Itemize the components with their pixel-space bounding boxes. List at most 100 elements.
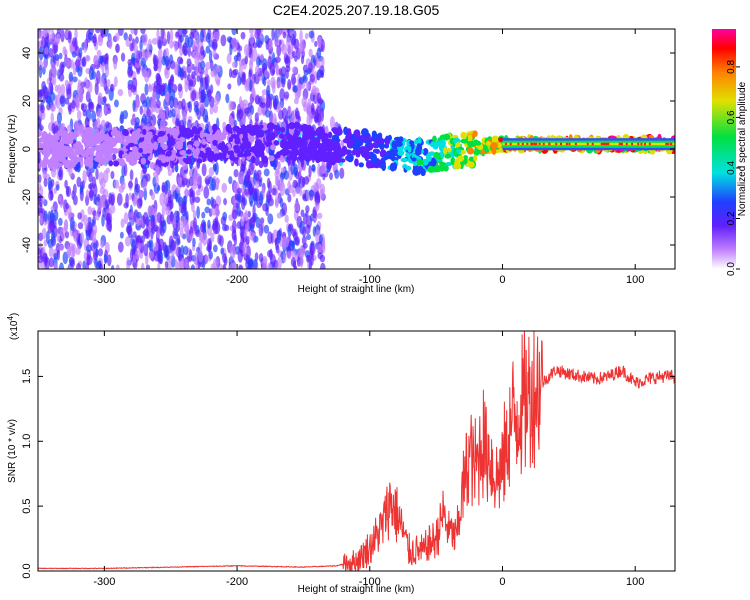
colorbar-tick-label: 0.8 xyxy=(726,60,737,74)
heatmap-cell xyxy=(98,263,104,269)
heatmap-cell xyxy=(95,214,100,221)
heatmap-cell xyxy=(206,133,212,143)
heatmap-cell xyxy=(209,106,214,115)
heatmap-cell xyxy=(191,50,198,60)
heatmap-cell xyxy=(77,66,83,77)
heatmap-cell xyxy=(411,157,417,162)
heatmap-cell xyxy=(107,137,115,144)
x-tick-label: -200 xyxy=(226,576,248,588)
heatmap-cell xyxy=(103,253,108,265)
heatmap-cell xyxy=(57,84,62,97)
heatmap-cell xyxy=(270,144,276,151)
heatmap-cell xyxy=(179,259,185,269)
heatmap-cell xyxy=(258,193,264,206)
heatmap-cell xyxy=(119,231,124,239)
heatmap-cell xyxy=(132,99,136,113)
heatmap-cell xyxy=(372,148,378,153)
heatmap-cell xyxy=(88,101,95,113)
heatmap-cell xyxy=(50,112,54,124)
heatmap-cell xyxy=(305,125,312,133)
heatmap-cell xyxy=(76,110,82,121)
heatmap-cell xyxy=(202,153,208,159)
heatmap-cell xyxy=(174,259,178,269)
heatmap-cell xyxy=(127,180,133,189)
heatmap-cell xyxy=(274,168,281,180)
heatmap-cell xyxy=(188,176,194,187)
heatmap-cell xyxy=(253,192,259,206)
heatmap-cell xyxy=(210,59,214,72)
heatmap-cell xyxy=(202,232,208,246)
heatmap-cell xyxy=(233,119,237,127)
heatmap-peak xyxy=(586,142,589,146)
heatmap-cell xyxy=(95,138,101,144)
heatmap-cell xyxy=(376,142,384,148)
heatmap-cell xyxy=(257,105,263,116)
heatmap-cell xyxy=(314,152,322,162)
heatmap-cell xyxy=(215,134,223,139)
heatmap-cell xyxy=(267,55,273,70)
heatmap-cell xyxy=(242,243,248,255)
heatmap-cell xyxy=(98,55,104,64)
heatmap-cell xyxy=(207,219,211,229)
heatmap-peak xyxy=(548,142,551,146)
heatmap-cell xyxy=(199,29,205,43)
heatmap-cell xyxy=(249,29,254,34)
colorbar: 0.0 0.2 0.4 0.6 0.8 Normalized spectral ampl… xyxy=(712,29,748,276)
heatmap-peak xyxy=(637,142,640,146)
heatmap-cell xyxy=(51,122,56,134)
heatmap-cell xyxy=(231,29,237,36)
heatmap-cell xyxy=(53,37,60,45)
heatmap-cell xyxy=(174,104,181,117)
heatmap-cell xyxy=(472,130,478,138)
heatmap-cell xyxy=(293,85,298,93)
heatmap-cell xyxy=(50,104,56,113)
x-tick-label: 100 xyxy=(626,274,644,286)
heatmap-cell xyxy=(425,153,431,161)
heatmap-cell xyxy=(153,55,159,68)
heatmap-cell xyxy=(277,256,282,269)
heatmap-cell xyxy=(291,73,296,86)
heatmap-cell xyxy=(213,153,221,161)
heatmap-peak xyxy=(538,142,541,146)
heatmap-cell xyxy=(284,91,290,99)
heatmap-cell xyxy=(142,128,147,136)
x-tick-label: -300 xyxy=(93,576,115,588)
x-tick-label: 100 xyxy=(626,576,644,588)
heatmap-cell xyxy=(200,45,205,56)
heatmap-cell xyxy=(138,147,144,153)
heatmap-cell xyxy=(146,108,151,118)
heatmap-cell xyxy=(237,158,242,166)
heatmap-cell xyxy=(179,67,184,78)
heatmap-cell xyxy=(302,242,308,249)
heatmap-cell xyxy=(285,54,291,69)
heatmap-cell xyxy=(445,162,453,167)
heatmap-cell xyxy=(281,43,288,56)
heatmap-cell xyxy=(247,112,253,120)
heatmap-cell xyxy=(287,105,292,117)
heatmap-cell xyxy=(116,192,123,206)
heatmap-cell xyxy=(169,29,174,42)
heatmap-cell xyxy=(39,212,43,225)
heatmap-cell xyxy=(433,164,440,171)
heatmap-cell xyxy=(95,70,101,85)
heatmap-cell xyxy=(120,218,125,229)
heatmap-cell xyxy=(142,165,148,175)
heatmap-cell xyxy=(77,222,84,230)
heatmap-cell xyxy=(275,126,282,132)
heatmap-cell xyxy=(165,156,170,163)
heatmap-cell xyxy=(79,185,83,195)
heatmap-cell xyxy=(87,206,93,215)
heatmap-cell xyxy=(264,69,269,78)
heatmap-cell xyxy=(106,219,112,232)
heatmap-peak xyxy=(670,142,673,146)
heatmap-cell xyxy=(38,64,43,79)
heatmap-cell xyxy=(85,261,90,269)
heatmap-cell xyxy=(251,48,258,62)
heatmap-cell xyxy=(124,236,131,247)
heatmap-peak xyxy=(521,142,524,146)
heatmap-cell xyxy=(132,197,137,207)
heatmap-cell xyxy=(229,262,235,269)
heatmap-cell xyxy=(238,64,243,78)
heatmap-cell xyxy=(64,97,70,105)
heatmap-cell xyxy=(358,162,364,168)
